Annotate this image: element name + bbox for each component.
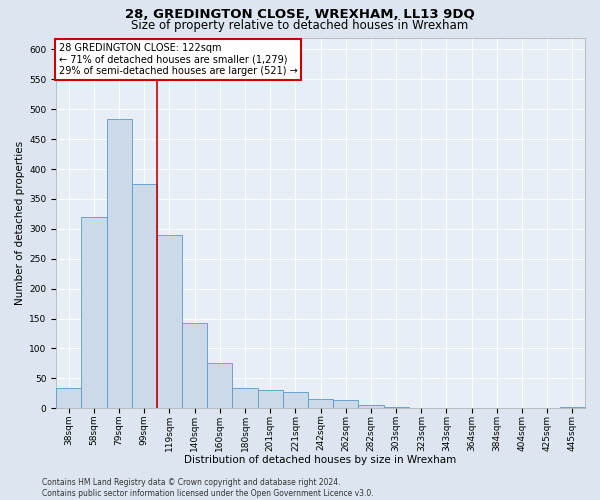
Bar <box>56 388 82 408</box>
Bar <box>107 120 131 408</box>
X-axis label: Distribution of detached houses by size in Wrexham: Distribution of detached houses by size … <box>184 455 457 465</box>
Bar <box>82 217 107 408</box>
Y-axis label: Number of detached properties: Number of detached properties <box>15 141 25 305</box>
Bar <box>257 390 283 408</box>
Text: Contains HM Land Registry data © Crown copyright and database right 2024.
Contai: Contains HM Land Registry data © Crown c… <box>42 478 374 498</box>
Bar <box>182 322 207 408</box>
Bar <box>283 392 308 408</box>
Bar <box>560 407 585 408</box>
Text: Size of property relative to detached houses in Wrexham: Size of property relative to detached ho… <box>131 19 469 32</box>
Bar <box>383 407 409 408</box>
Bar <box>308 399 333 408</box>
Bar <box>358 404 383 408</box>
Text: 28 GREDINGTON CLOSE: 122sqm
← 71% of detached houses are smaller (1,279)
29% of : 28 GREDINGTON CLOSE: 122sqm ← 71% of det… <box>59 43 298 76</box>
Bar <box>207 364 232 408</box>
Text: 28, GREDINGTON CLOSE, WREXHAM, LL13 9DQ: 28, GREDINGTON CLOSE, WREXHAM, LL13 9DQ <box>125 8 475 20</box>
Bar <box>333 400 358 408</box>
Bar <box>131 184 157 408</box>
Bar <box>157 235 182 408</box>
Bar <box>232 388 257 408</box>
